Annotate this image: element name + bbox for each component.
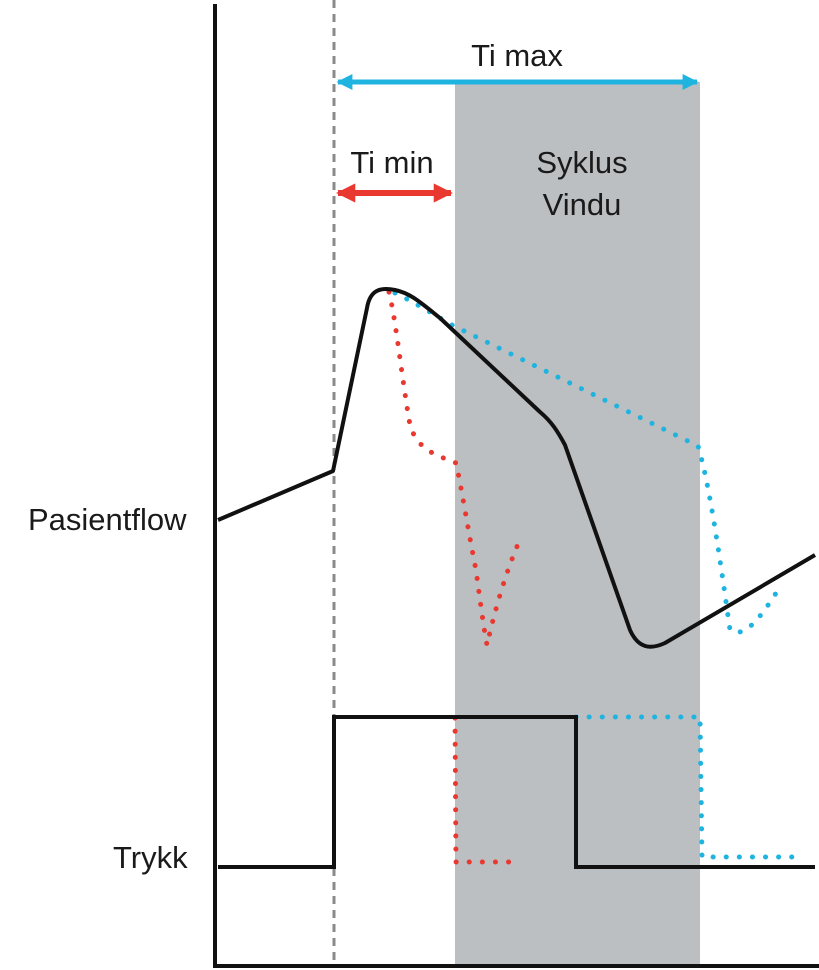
pressure-label: Trykk — [113, 840, 188, 875]
cycle-window-label-line2: Vindu — [543, 187, 622, 222]
pressure-trace-late-cycle — [573, 714, 803, 860]
cycle-window-label-line1: Syklus — [536, 145, 627, 180]
flow-trace-early-cycle — [386, 289, 525, 646]
flow-trace — [217, 287, 817, 649]
ti-max-label: Ti max — [471, 38, 563, 73]
ti-min-label: Ti min — [350, 145, 433, 180]
patient-flow-label: Pasientflow — [28, 502, 187, 537]
pressure-trace — [218, 715, 815, 869]
pressure-trace-early-cycle — [452, 715, 518, 865]
